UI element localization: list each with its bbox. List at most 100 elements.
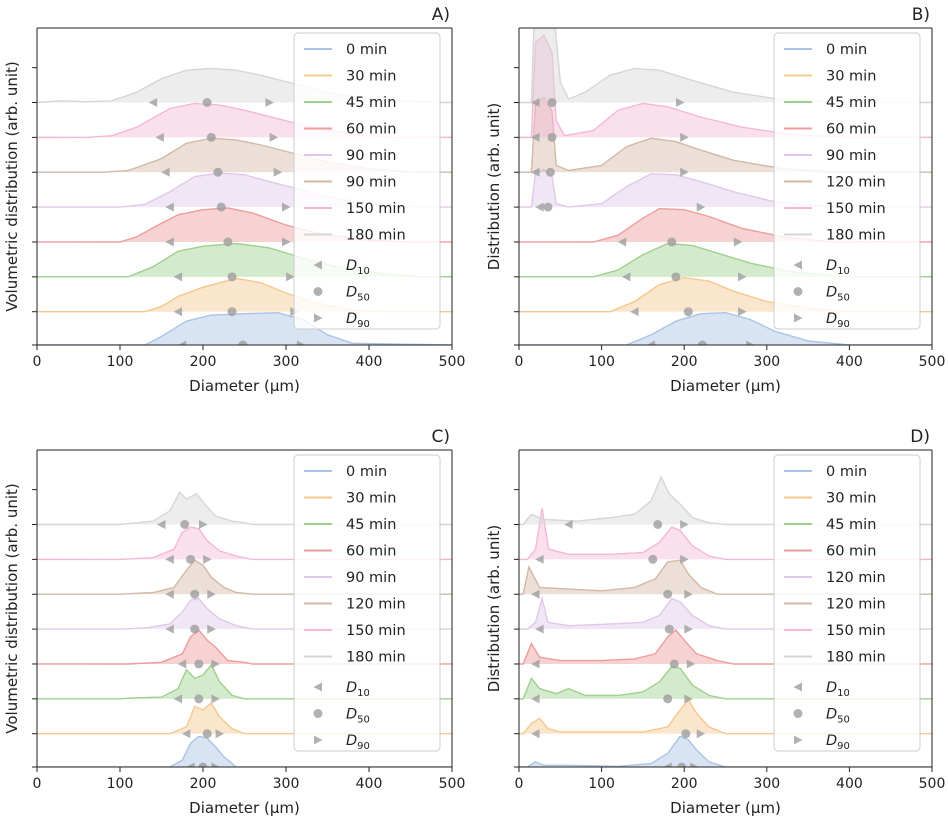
series-line-0 xyxy=(519,311,932,345)
d90-marker xyxy=(746,340,755,345)
d10-marker xyxy=(531,694,540,704)
d90-marker xyxy=(738,307,747,317)
series-line-5 xyxy=(519,96,932,173)
d90-marker xyxy=(265,97,274,107)
d50-marker xyxy=(194,694,204,704)
legend-label: 180 min xyxy=(826,650,886,666)
series-line-5 xyxy=(37,559,452,595)
d90-marker xyxy=(696,729,706,739)
x-tick-label: 300 xyxy=(753,776,780,792)
panel-label: B) xyxy=(912,5,930,25)
d50-marker xyxy=(190,624,200,634)
x-tick-label: 400 xyxy=(356,776,383,792)
legend-box xyxy=(293,454,441,752)
legend-label: 30 min xyxy=(826,69,876,85)
legend-d10-marker xyxy=(793,260,802,270)
series-area-4 xyxy=(519,598,932,630)
d10-marker xyxy=(165,202,174,212)
d10-marker xyxy=(531,589,540,599)
legend-label: 90 min xyxy=(826,148,876,164)
series-line-6 xyxy=(519,34,932,139)
series-line-3 xyxy=(37,629,452,665)
legend: 0 min 30 min 45 min 60 min 90 min 90 min 150 m… xyxy=(293,32,441,330)
x-tick-label: 200 xyxy=(190,354,217,370)
series-area-3 xyxy=(37,208,452,242)
series-area-5 xyxy=(519,560,932,595)
series-area-5 xyxy=(37,138,452,173)
series-area-7 xyxy=(37,68,452,103)
x-axis-label: Diameter (μm) xyxy=(189,377,300,395)
d50-marker xyxy=(186,554,196,564)
d50-marker xyxy=(238,340,248,345)
x-tick-label: 300 xyxy=(273,776,300,792)
series-line-2 xyxy=(519,665,932,700)
legend-label: 180 min xyxy=(346,650,406,666)
d10-marker xyxy=(165,589,174,599)
legend-d10-marker xyxy=(313,682,322,692)
legend-label: 60 min xyxy=(346,544,396,560)
legend-box xyxy=(773,454,921,752)
series-line-4 xyxy=(519,168,932,208)
d10-marker xyxy=(663,762,672,767)
d10-marker xyxy=(646,340,656,345)
d90-marker xyxy=(680,167,689,177)
d50-marker xyxy=(206,132,216,142)
legend-d50-marker xyxy=(313,709,323,718)
legend-label: 60 min xyxy=(826,122,876,138)
d10-marker xyxy=(535,202,544,212)
legend-marker-label: D50 xyxy=(346,285,370,304)
d10-marker xyxy=(535,554,544,564)
d90-marker xyxy=(696,202,706,212)
d50-marker xyxy=(543,202,553,212)
d10-marker xyxy=(531,729,540,739)
legend-marker-label: D90 xyxy=(346,733,370,752)
series-line-4 xyxy=(519,595,932,630)
d50-marker xyxy=(227,272,237,282)
d50-marker xyxy=(227,307,237,317)
d10-marker xyxy=(173,272,183,282)
legend-marker-label: D10 xyxy=(826,258,850,277)
legend-d90-marker xyxy=(314,313,323,323)
series-area-4 xyxy=(519,169,932,208)
y-axis-label: Volumetric distribution (arb. unit) xyxy=(3,483,21,733)
d10-marker xyxy=(165,554,174,564)
d90-marker xyxy=(211,694,220,704)
x-tick-label: 200 xyxy=(671,776,698,792)
d50-marker xyxy=(198,762,208,767)
series-area-0 xyxy=(37,312,452,345)
legend-label: 30 min xyxy=(826,491,876,507)
y-axis-label: Volumetric distribution (arb. unit) xyxy=(3,61,21,311)
d10-marker xyxy=(161,167,170,177)
legend-label: 90 min xyxy=(346,148,396,164)
d90-marker xyxy=(680,554,689,564)
d50-marker xyxy=(213,167,223,177)
x-tick-label: 400 xyxy=(836,354,863,370)
d90-marker xyxy=(207,624,216,634)
x-tick-label: 0 xyxy=(515,776,524,792)
legend-d90-marker xyxy=(794,735,803,745)
d10-marker xyxy=(630,307,639,317)
legend-label: 0 min xyxy=(346,42,387,58)
series-area-6 xyxy=(519,35,932,138)
legend-d90-marker xyxy=(314,735,323,745)
d50-marker xyxy=(216,202,226,212)
legend-label: 120 min xyxy=(826,570,886,586)
legend-marker-label: D90 xyxy=(826,311,850,330)
d10-marker xyxy=(531,167,540,177)
legend-label: 0 min xyxy=(346,464,387,480)
legend-label: 0 min xyxy=(826,42,867,58)
d90-marker xyxy=(296,340,306,345)
d10-marker xyxy=(177,340,187,345)
d10-marker xyxy=(165,237,174,247)
d50-marker xyxy=(194,659,204,669)
panel-c: 0 100 200 300 400 500 Diameter (μm) Volumetric … xyxy=(3,427,465,817)
series-area-6 xyxy=(519,508,932,560)
x-tick-label: 400 xyxy=(356,354,383,370)
d50-marker xyxy=(664,624,674,634)
legend-label: 120 min xyxy=(346,597,406,613)
series-line-7 xyxy=(519,475,932,526)
legend-label: 30 min xyxy=(346,69,396,85)
d90-marker xyxy=(684,694,693,704)
d10-marker xyxy=(165,624,174,634)
